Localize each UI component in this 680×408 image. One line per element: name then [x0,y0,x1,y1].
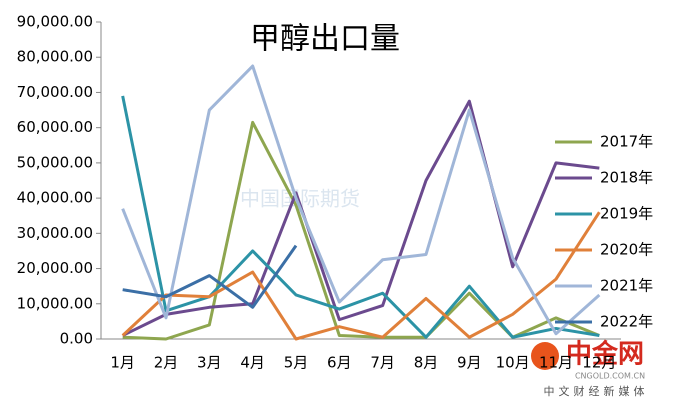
y-tick-label: 60,000.00 [17,118,93,136]
x-tick-label: 3月 [197,354,222,372]
logo-slogan: 中文财经新媒体 [544,384,649,398]
y-tick-label: 70,000.00 [17,83,93,101]
logo-name: 中金网 [566,339,644,370]
x-tick-label: 9月 [457,354,482,372]
series-line [121,95,600,339]
legend-label: 2018年 [600,169,653,187]
series-line [122,244,298,309]
y-tick-label: 0.00 [60,330,93,348]
x-tick-label: 6月 [327,354,352,372]
x-tick-label: 1月 [110,354,135,372]
x-tick-label: 5月 [284,354,309,372]
legend-label: 2020年 [600,241,653,259]
y-tick-label: 30,000.00 [17,224,93,242]
series-line [121,64,601,336]
chart-title: 甲醇出口量 [250,22,400,57]
series-line [122,99,600,337]
y-tick-label: 50,000.00 [17,153,93,171]
x-tick-label: 7月 [370,354,395,372]
x-tick-label: 12月 [582,354,616,372]
legend-label: 2019年 [600,205,653,223]
legend-label: 2022年 [600,313,653,331]
legend-label: 2021年 [600,277,653,295]
y-tick-label: 90,000.00 [17,13,93,31]
y-tick-label: 40,000.00 [17,189,93,207]
x-tick-label: 8月 [414,354,439,372]
y-tick-label: 10,000.00 [17,294,93,312]
y-tick-label: 20,000.00 [17,259,93,277]
series-line [121,211,601,341]
logo-icon [531,342,559,370]
y-tick-label: 80,000.00 [17,48,93,66]
x-tick-label: 2月 [154,354,179,372]
x-tick-label: 4月 [240,354,265,372]
logo-url: CNGOLD.COM.CN [575,372,645,381]
x-tick-label: 10月 [496,354,530,372]
x-tick-label: 11月 [539,354,573,372]
legend-label: 2017年 [600,133,653,151]
series-line [122,120,600,341]
